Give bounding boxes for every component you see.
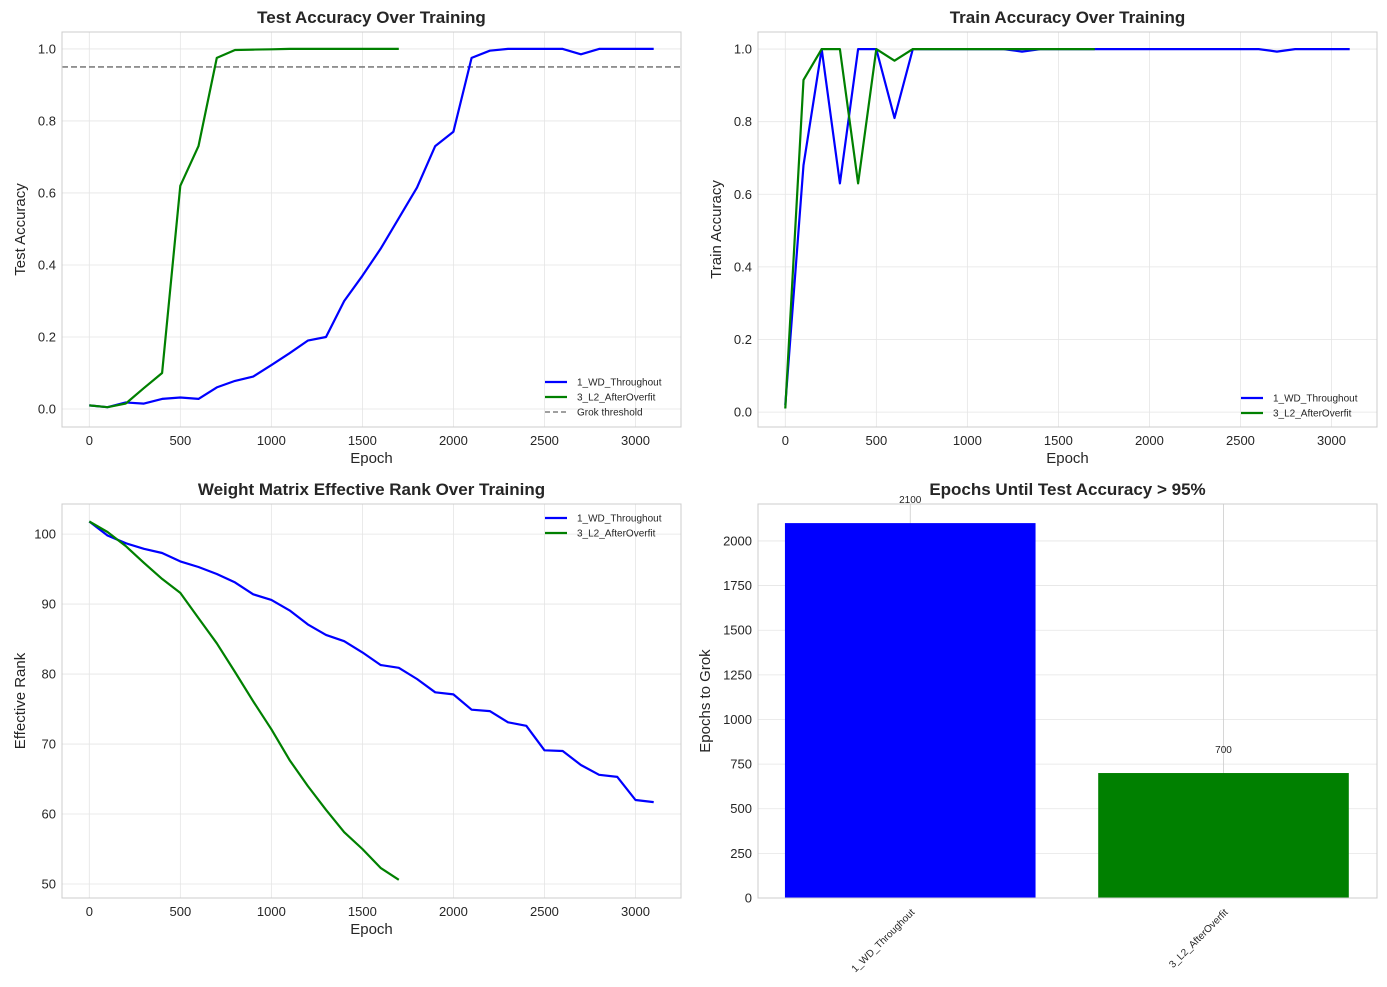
bar-3_L2_AfterOverfit xyxy=(1098,773,1349,898)
x-tick-label: 1500 xyxy=(348,433,377,448)
y-tick-label: 70 xyxy=(42,737,56,752)
subplot-1: 0.0 0.2 0.4 0.6 0.8 1.0 0 500 1000 1500 2000 2500 30… xyxy=(12,8,682,467)
series-line-3_L2_AfterOverfit xyxy=(89,47,399,409)
x-tick-label: 0 xyxy=(782,433,789,448)
x-tick-label: 2500 xyxy=(1226,433,1255,448)
x-tick-label: 2000 xyxy=(439,433,468,448)
chart-title: Epochs Until Test Accuracy > 95% xyxy=(929,480,1205,499)
axes-frame xyxy=(61,503,682,899)
axes-frame xyxy=(757,31,1378,428)
y-tick-label: 0.4 xyxy=(734,259,752,274)
legend-label: 3_L2_AfterOverfit xyxy=(1273,409,1352,420)
x-tick-label: 1_WD_Throughout xyxy=(850,907,918,975)
y-tick-label: 60 xyxy=(42,807,56,822)
x-tick-label: 500 xyxy=(169,904,191,919)
x-tick-label: 2000 xyxy=(1135,433,1164,448)
subplot-4: 0 250 500 750 1000 1250 1500 1750 2000 2100 1_WD_T… xyxy=(697,480,1378,975)
y-axis-label: Effective Rank xyxy=(12,652,29,749)
y-tick-label: 0 xyxy=(745,891,752,906)
x-axis-label: Epoch xyxy=(1046,450,1089,467)
series-line-3_L2_AfterOverfit xyxy=(784,47,1095,409)
y-tick-label: 0.0 xyxy=(734,405,752,420)
chart-title: Test Accuracy Over Training xyxy=(257,8,486,27)
x-axis-label: Epoch xyxy=(350,450,393,467)
series-line-1_WD_Throughout xyxy=(89,47,654,409)
y-axis-label: Train Accuracy xyxy=(708,180,725,279)
x-tick-label: 1000 xyxy=(257,904,286,919)
x-tick-label: 1500 xyxy=(1044,433,1073,448)
y-tick-label: 2000 xyxy=(723,533,752,548)
y-tick-label: 0.2 xyxy=(38,329,56,344)
x-tick-label: 2000 xyxy=(439,904,468,919)
y-tick-label: 500 xyxy=(730,801,752,816)
x-tick-label: 3_L2_AfterOverfit xyxy=(1167,907,1230,970)
x-tick-label: 500 xyxy=(169,433,191,448)
legend: 1_WD_Throughout 3_L2_AfterOverfit xyxy=(1241,394,1358,420)
y-tick-label: 100 xyxy=(34,527,56,542)
y-tick-label: 1.0 xyxy=(38,41,56,56)
y-tick-label: 0.8 xyxy=(734,114,752,129)
x-tick-label: 2500 xyxy=(530,904,559,919)
axes-frame xyxy=(757,503,1378,899)
subplot-2: 0.0 0.2 0.4 0.6 0.8 1.0 0 500 1000 1500 2000 2500 30… xyxy=(708,8,1378,467)
y-tick-label: 750 xyxy=(730,757,752,772)
x-tick-label: 1500 xyxy=(348,904,377,919)
y-tick-label: 0.0 xyxy=(38,401,56,416)
series-line-3_L2_AfterOverfit xyxy=(88,520,400,881)
x-tick-label: 3000 xyxy=(621,904,650,919)
x-tick-label: 1000 xyxy=(257,433,286,448)
axes-frame xyxy=(61,31,682,428)
legend-label: 1_WD_Throughout xyxy=(1273,394,1358,405)
x-tick-label: 1000 xyxy=(953,433,982,448)
plot-area xyxy=(758,32,1377,427)
y-tick-label: 50 xyxy=(42,877,56,892)
y-tick-label: 1750 xyxy=(723,578,752,593)
plot-area xyxy=(62,32,681,427)
legend-label: 1_WD_Throughout xyxy=(577,514,662,525)
y-tick-label: 0.2 xyxy=(734,332,752,347)
x-tick-label: 0 xyxy=(86,433,93,448)
y-tick-label: 0.6 xyxy=(734,187,752,202)
bar-data-label: 700 xyxy=(1215,745,1232,756)
x-tick-label: 3000 xyxy=(1317,433,1346,448)
y-tick-label: 1000 xyxy=(723,712,752,727)
legend-label: 3_L2_AfterOverfit xyxy=(577,529,656,540)
legend-label: Grok threshold xyxy=(577,408,643,419)
x-tick-label: 3000 xyxy=(621,433,650,448)
chart-title: Train Accuracy Over Training xyxy=(950,8,1186,27)
y-tick-label: 0.8 xyxy=(38,113,56,128)
bar-1_WD_Throughout xyxy=(784,523,1036,898)
y-tick-label: 250 xyxy=(730,846,752,861)
y-tick-label: 1500 xyxy=(723,623,752,638)
y-tick-label: 0.6 xyxy=(38,185,56,200)
y-tick-label: 1250 xyxy=(723,667,752,682)
y-tick-label: 80 xyxy=(42,667,56,682)
y-tick-label: 0.4 xyxy=(38,257,56,272)
plot-area xyxy=(62,504,681,898)
legend-label: 1_WD_Throughout xyxy=(577,378,662,389)
chart-title: Weight Matrix Effective Rank Over Traini… xyxy=(198,480,545,499)
bar-data-label: 2100 xyxy=(899,495,922,506)
x-tick-label: 500 xyxy=(865,433,887,448)
x-tick-label: 2500 xyxy=(530,433,559,448)
y-axis-label: Epochs to Grok xyxy=(697,649,714,753)
x-axis-label: Epoch xyxy=(350,921,393,938)
y-tick-label: 90 xyxy=(42,597,56,612)
legend: 1_WD_Throughout 3_L2_AfterOverfit xyxy=(545,514,662,540)
y-tick-label: 1.0 xyxy=(734,42,752,57)
series-line-1_WD_Throughout xyxy=(88,520,654,804)
y-axis-label: Test Accuracy xyxy=(12,183,29,276)
legend-label: 3_L2_AfterOverfit xyxy=(577,393,656,404)
legend: 1_WD_Throughout 3_L2_AfterOverfit Grok thr… xyxy=(545,378,662,419)
x-tick-label: 0 xyxy=(86,904,93,919)
